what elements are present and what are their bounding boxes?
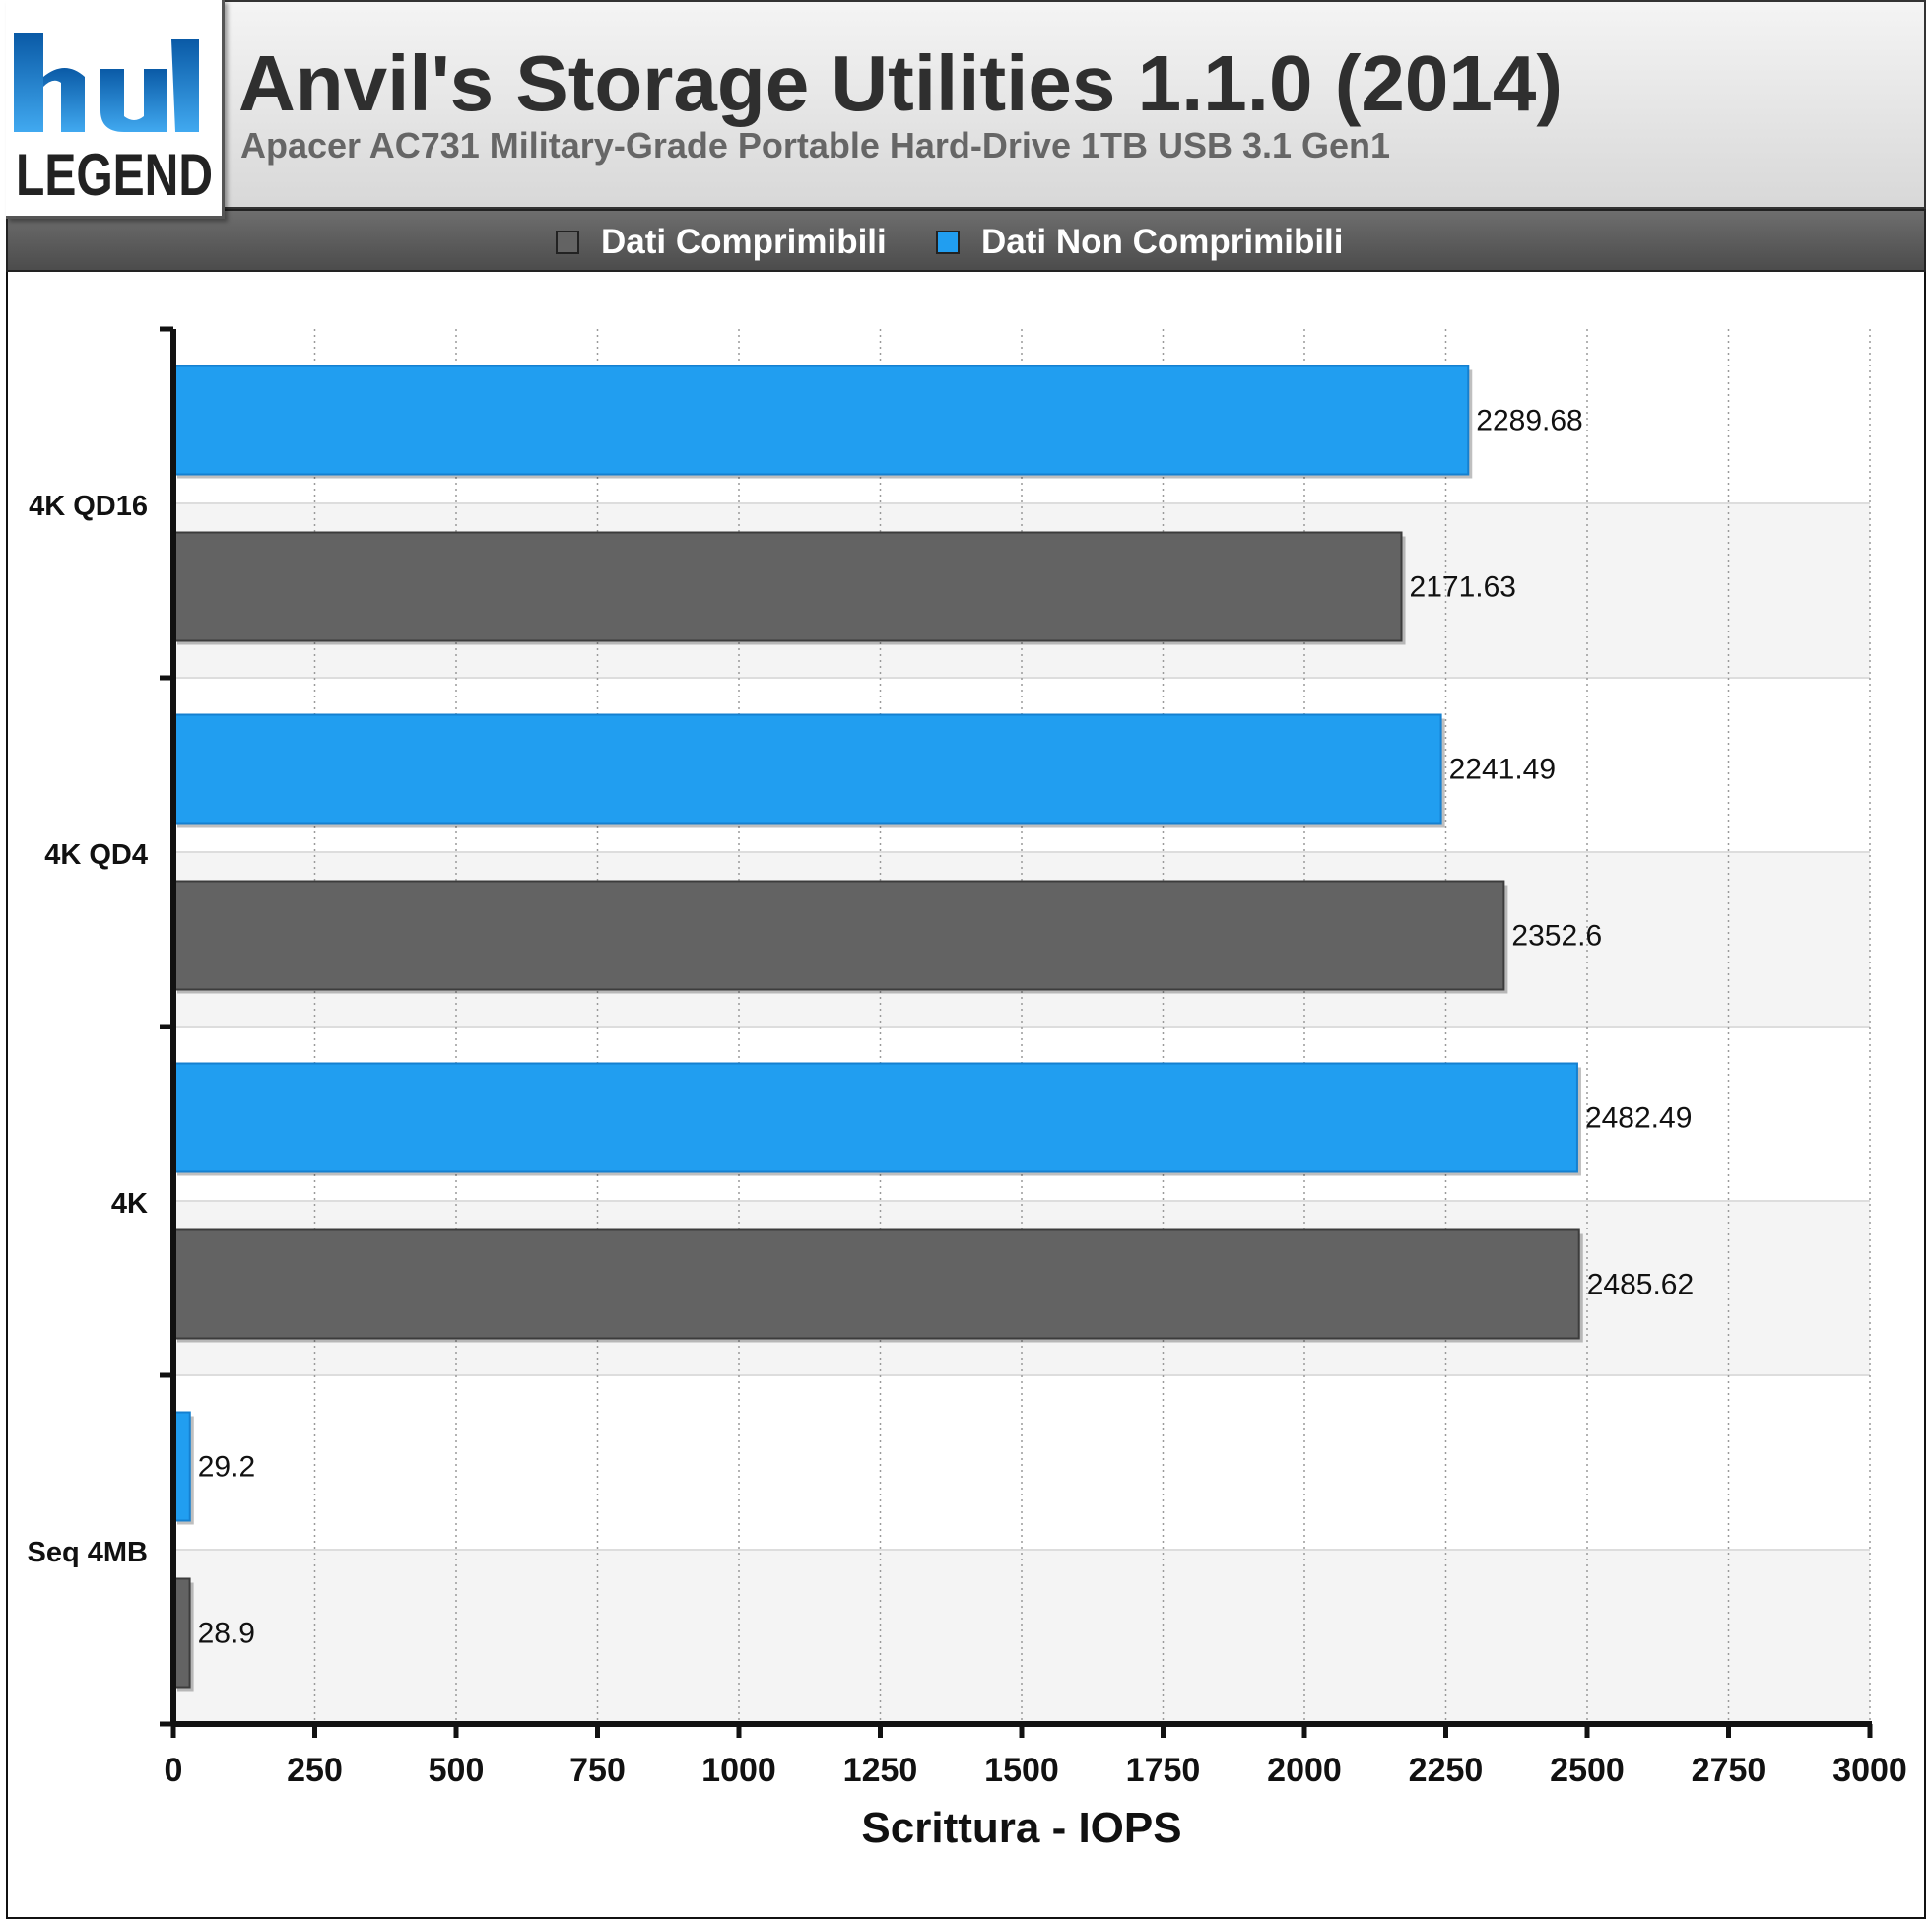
bar-compressible [172,880,1505,991]
category-label: 4K QD4 [44,839,148,871]
bar-value-label: 2289.68 [1476,405,1582,437]
x-tick-label: 1000 [701,1752,776,1789]
x-tick-label: 500 [429,1752,485,1789]
bar-value-label: 2485.62 [1587,1269,1694,1301]
legend-label-incompressible: Dati Non Comprimibili [981,223,1344,261]
x-tick-label: 0 [165,1752,183,1789]
logo-text: LEGEND [16,142,213,208]
x-tick-label: 250 [287,1752,343,1789]
bar-compressible [172,1228,1580,1340]
legend-bar: Dati Comprimibili Dati Non Comprimibili [6,209,1926,272]
bar-incompressible [172,713,1442,825]
bar-value-label: 29.2 [198,1451,255,1484]
bar-value-label: 2241.49 [1449,754,1556,786]
category-label: Seq 4MB [28,1537,148,1568]
bars [172,365,1583,1692]
x-tick-label: 750 [569,1752,626,1789]
category-label: 4K [111,1188,148,1220]
x-tick-label: 1750 [1126,1752,1201,1789]
bar-value-label: 2352.6 [1511,920,1602,953]
chart-header [6,0,1926,209]
x-tick-label: 1250 [843,1752,918,1789]
legend-label-compressible: Dati Comprimibili [601,223,887,261]
bar-compressible [172,531,1403,642]
legend-swatch-incompressible [936,231,960,254]
x-tick-label: 2750 [1692,1752,1766,1789]
x-axis-title: Scrittura - IOPS [861,1804,1181,1852]
legend-item-incompressible: Dati Non Comprimibili [936,223,1344,262]
axes [160,326,1873,1738]
category-label: 4K QD16 [29,491,148,522]
bar-value-label: 28.9 [198,1618,255,1650]
x-tick-label: 1500 [984,1752,1059,1789]
bar-incompressible [172,365,1470,476]
legend-swatch-compressible [556,231,579,254]
bar-incompressible [172,1062,1578,1173]
x-tick-label: 2500 [1550,1752,1625,1789]
legend-item-compressible: Dati Comprimibili [556,223,887,262]
hwlegend-logo: LEGEND [6,0,225,219]
logo-graphic: LEGEND [14,33,213,208]
chart-subtitle: Apacer AC731 Military-Grade Portable Har… [240,125,1391,166]
bar-value-label: 2482.49 [1585,1102,1692,1135]
bar-value-label: 2171.63 [1410,571,1516,604]
x-tick-label: 2000 [1267,1752,1342,1789]
x-tick-label: 2250 [1409,1752,1484,1789]
labels: 0 250 500 750 1000 1250 1500 1750 2000 2250 2500 27… [28,405,1907,1790]
x-tick-label: 3000 [1832,1752,1907,1789]
chart-title: Anvil's Storage Utilities 1.1.0 (2014) [238,39,1563,127]
